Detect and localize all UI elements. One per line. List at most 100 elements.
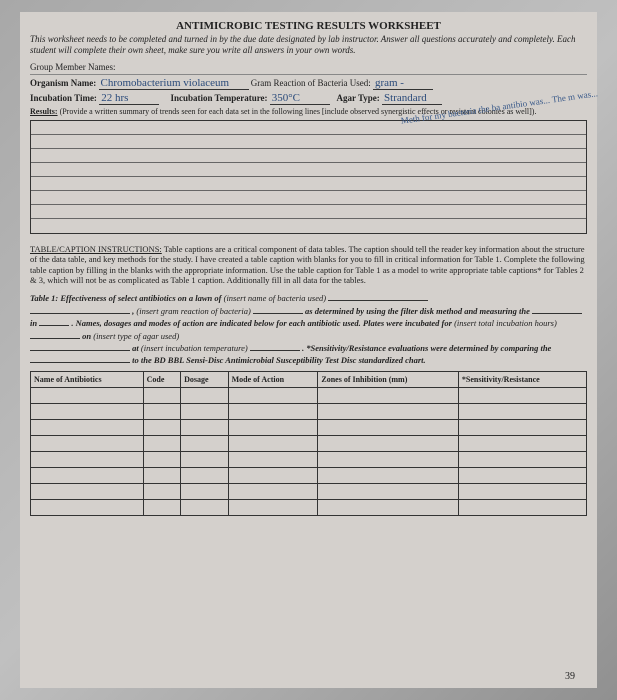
table-cell[interactable] [228, 387, 318, 403]
results-label: Results: [30, 107, 58, 116]
table-cell[interactable] [143, 499, 180, 515]
inc-temp-label: Incubation Temperature: [170, 93, 267, 103]
caption-blank[interactable] [328, 292, 428, 301]
caption-blank[interactable] [253, 305, 303, 314]
table-cell[interactable] [228, 467, 318, 483]
caption-blank[interactable] [532, 305, 582, 314]
caption-hint3: (insert total incubation hours) [454, 318, 557, 328]
table-cell[interactable] [31, 467, 144, 483]
caption-l1a: Table 1: Effectiveness of select antibio… [30, 293, 221, 303]
table-row[interactable] [31, 467, 587, 483]
table-cell[interactable] [458, 483, 586, 499]
inc-temp-value[interactable]: 350°C [270, 92, 330, 105]
table-cell[interactable] [228, 451, 318, 467]
table-cell[interactable] [143, 435, 180, 451]
caption-l5b: . *Sensitivity/Resistance evaluations we… [302, 343, 551, 353]
th-zones: Zones of Inhibition (mm) [318, 371, 459, 387]
table-cell[interactable] [143, 419, 180, 435]
table-cell[interactable] [181, 451, 229, 467]
line-row[interactable] [31, 205, 586, 219]
table-row[interactable] [31, 451, 587, 467]
table-cell[interactable] [143, 483, 180, 499]
caption-l2b: as determined by using the filter disk m… [305, 306, 530, 316]
table-row[interactable] [31, 387, 587, 403]
table-cell[interactable] [458, 451, 586, 467]
table-cell[interactable] [318, 419, 459, 435]
table-cell[interactable] [228, 419, 318, 435]
table-cell[interactable] [318, 467, 459, 483]
table-cell[interactable] [318, 483, 459, 499]
line-row[interactable] [31, 121, 586, 135]
organism-value[interactable]: Chromobacterium violaceum [99, 77, 249, 90]
table-cell[interactable] [31, 499, 144, 515]
table-cell[interactable] [458, 435, 586, 451]
table-cell[interactable] [181, 435, 229, 451]
line-row[interactable] [31, 163, 586, 177]
table-cell[interactable] [181, 467, 229, 483]
group-label: Group Member Names: [30, 62, 115, 72]
caption-l5a: at [132, 343, 139, 353]
table-cell[interactable] [318, 387, 459, 403]
caption-hint2: (insert gram reaction of bacteria) [136, 306, 250, 316]
line-row[interactable] [31, 191, 586, 205]
table-cell[interactable] [228, 499, 318, 515]
table-cell[interactable] [181, 387, 229, 403]
table-cell[interactable] [31, 435, 144, 451]
line-row[interactable] [31, 135, 586, 149]
table-cell[interactable] [458, 387, 586, 403]
antibiotics-table: Name of Antibiotics Code Dosage Mode of … [30, 371, 587, 516]
table-cell[interactable] [31, 483, 144, 499]
table-cell[interactable] [458, 403, 586, 419]
caption-blank[interactable] [30, 330, 80, 339]
th-sens: *Sensitivity/Resistance [458, 371, 586, 387]
caption-blank[interactable] [30, 354, 130, 363]
gram-value[interactable]: gram - [373, 77, 433, 90]
inc-time-value[interactable]: 22 hrs [99, 92, 159, 105]
table-cell[interactable] [181, 403, 229, 419]
table-cell[interactable] [458, 419, 586, 435]
caption-l3b: . Names, dosages and modes of action are… [71, 318, 452, 328]
table-row[interactable] [31, 483, 587, 499]
caption-blank[interactable] [30, 305, 130, 314]
results-lines-box[interactable] [30, 120, 587, 234]
table-row[interactable] [31, 419, 587, 435]
table-cell[interactable] [143, 467, 180, 483]
table-cell[interactable] [181, 483, 229, 499]
organism-label: Organism Name: [30, 78, 96, 88]
caption-hint1: (insert name of bacteria used) [224, 293, 326, 303]
table-cell[interactable] [31, 451, 144, 467]
caption-blank[interactable] [39, 317, 69, 326]
table-cell[interactable] [228, 435, 318, 451]
table-cell[interactable] [318, 499, 459, 515]
table-cell[interactable] [458, 467, 586, 483]
table-cell[interactable] [318, 435, 459, 451]
line-row[interactable] [31, 149, 586, 163]
caption-l4a: on [82, 331, 91, 341]
table-cell[interactable] [228, 403, 318, 419]
table-cell[interactable] [143, 403, 180, 419]
table-row[interactable] [31, 403, 587, 419]
table-cell[interactable] [318, 403, 459, 419]
table-cell[interactable] [31, 387, 144, 403]
table-cell[interactable] [458, 499, 586, 515]
table-cell[interactable] [318, 451, 459, 467]
agar-value[interactable]: Strandard [382, 92, 442, 105]
caption-blank[interactable] [250, 342, 300, 351]
table-cell[interactable] [143, 451, 180, 467]
table-row[interactable] [31, 499, 587, 515]
table-caption: Table 1: Effectiveness of select antibio… [30, 292, 587, 367]
line-row[interactable] [31, 177, 586, 191]
caption-l2a: , [132, 306, 134, 316]
caption-blank[interactable] [30, 342, 130, 351]
th-mode: Mode of Action [228, 371, 318, 387]
table-cell[interactable] [228, 483, 318, 499]
caption-l6: to the BD BBL Sensi-Disc Antimicrobial S… [132, 355, 426, 365]
table-cell[interactable] [31, 419, 144, 435]
table-cell[interactable] [181, 499, 229, 515]
line-row[interactable] [31, 219, 586, 233]
table-cell[interactable] [143, 387, 180, 403]
instructions-label: TABLE/CAPTION INSTRUCTIONS: [30, 244, 162, 254]
table-cell[interactable] [181, 419, 229, 435]
table-row[interactable] [31, 435, 587, 451]
table-cell[interactable] [31, 403, 144, 419]
